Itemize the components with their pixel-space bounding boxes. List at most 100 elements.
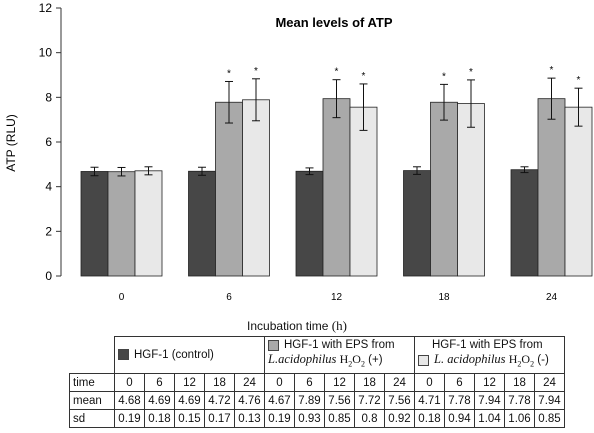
y-tick-label: 6 — [45, 135, 52, 149]
legend-label-h2o2-plus-line1: HGF-1 with EPS from — [284, 339, 395, 352]
x-axis-label: Incubation time (h) — [0, 318, 594, 334]
significance-marker: * — [469, 67, 473, 78]
legend-label-h2o2-minus-species: L. acidophilus — [434, 352, 506, 367]
bar — [188, 170, 216, 277]
bar — [430, 101, 458, 277]
table-cell: 18 — [354, 373, 385, 392]
table-cell: 0.8 — [354, 409, 385, 428]
legend-label-h2o2-plus-sign: (+) — [368, 354, 383, 367]
legend-table-body: time 0 6 12 18 24 0 6 12 18 24 0 6 12 18 24 mean 4.68 4.69… — [69, 373, 565, 428]
bar — [403, 170, 431, 277]
table-cell: 4.69 — [144, 391, 175, 410]
table-cell: 0.18 — [414, 409, 445, 428]
table-cell: 7.72 — [354, 391, 385, 410]
significance-marker: * — [442, 71, 446, 82]
table-cell: 0.94 — [444, 409, 475, 428]
x-tick-label: 0 — [119, 292, 125, 303]
chart-title: Mean levels of ATP — [275, 15, 392, 30]
table-cell: 4.76 — [234, 391, 265, 410]
legend-label-control: HGF-1 (control) — [134, 349, 214, 361]
bar — [215, 101, 243, 277]
significance-marker: * — [550, 65, 554, 76]
y-tick-label: 12 — [39, 1, 53, 15]
table-cell: 7.78 — [504, 391, 535, 410]
bar — [80, 171, 109, 277]
table-cell: 6 — [444, 373, 475, 392]
bar-series: * * * * * * * * — [80, 65, 593, 277]
x-axis-label-text: Incubation time — [247, 319, 329, 333]
legend-swatch-h2o2-minus — [418, 354, 429, 366]
significance-marker: * — [227, 68, 231, 79]
table-cell: 0.92 — [384, 409, 415, 428]
bar — [564, 106, 593, 277]
table-cell: 0 — [114, 373, 145, 392]
legend-group-control: HGF-1 (control) — [114, 336, 265, 374]
table-cell: 18 — [204, 373, 235, 392]
legend-group-h2o2-minus: HGF-1 with EPS from L. acidophilus H2O2 … — [414, 336, 565, 374]
table-cell: 0.93 — [294, 409, 325, 428]
table-cell: 7.89 — [294, 391, 325, 410]
significance-marker: * — [254, 66, 258, 77]
table-cell: 0.13 — [234, 409, 265, 428]
table-cell: 6 — [294, 373, 325, 392]
legend-blank-cell — [69, 336, 115, 374]
table-cell: 24 — [384, 373, 415, 392]
table-row: time 0 6 12 18 24 0 6 12 18 24 0 6 12 18 24 — [69, 373, 565, 392]
legend-label-h2o2-minus-sign: (-) — [537, 354, 549, 367]
y-tick-label: 0 — [45, 269, 52, 283]
legend-group-h2o2-plus: HGF-1 with EPS from L.acidophilus H2O2 (… — [264, 336, 415, 374]
table-cell: 4.68 — [114, 391, 145, 410]
table-cell: 7.78 — [444, 391, 475, 410]
significance-marker: * — [362, 71, 366, 82]
table-cell: 0 — [414, 373, 445, 392]
legend-data-table: HGF-1 (control) HGF-1 with EPS from L.ac… — [69, 336, 565, 428]
y-axis-ticks: 0 2 4 6 8 10 12 — [39, 1, 61, 283]
x-tick-label: 24 — [546, 292, 558, 303]
table-cell: 0.85 — [324, 409, 355, 428]
y-tick-label: 10 — [39, 46, 53, 60]
x-tick-label: 6 — [226, 292, 232, 303]
table-cell: 0.19 — [114, 409, 145, 428]
y-tick-label: 8 — [45, 90, 52, 104]
bar — [242, 99, 270, 277]
y-tick-label: 4 — [45, 180, 52, 194]
table-cell: 4.67 — [264, 391, 295, 410]
bar — [457, 103, 485, 277]
table-cell: 0.17 — [204, 409, 235, 428]
table-cell: 12 — [474, 373, 505, 392]
bar — [295, 170, 324, 277]
row-label: mean — [69, 391, 115, 410]
table-cell: 12 — [324, 373, 355, 392]
bar — [134, 170, 163, 277]
x-axis-tick-labels: 0 6 12 18 24 — [119, 292, 558, 303]
legend-label-h2o2-minus-line1: HGF-1 with EPS from — [432, 339, 543, 352]
table-cell: 0.85 — [534, 409, 565, 428]
table-cell: 18 — [504, 373, 535, 392]
table-cell: 4.72 — [204, 391, 235, 410]
bar — [349, 106, 378, 277]
legend-label-h2o2-plus-species: L.acidophilus — [268, 352, 337, 367]
y-tick-label: 2 — [45, 224, 52, 238]
table-cell: 12 — [174, 373, 205, 392]
table-cell: 4.71 — [414, 391, 445, 410]
table-cell: 1.06 — [504, 409, 535, 428]
bar — [322, 98, 351, 277]
x-tick-label: 18 — [438, 292, 450, 303]
legend-swatch-h2o2-plus — [268, 339, 279, 351]
significance-marker: * — [577, 75, 581, 86]
table-cell: 24 — [534, 373, 565, 392]
table-cell: 4.69 — [174, 391, 205, 410]
table-row: mean 4.68 4.69 4.69 4.72 4.76 4.67 7.89 7.56 7.72… — [69, 391, 565, 410]
bar — [510, 169, 539, 277]
x-tick-label: 12 — [331, 292, 343, 303]
bar — [537, 98, 566, 277]
table-cell: 24 — [234, 373, 265, 392]
bar — [107, 171, 136, 277]
legend-label-h2o2-plus-chem: H2O2 — [339, 352, 365, 369]
table-cell: 7.94 — [474, 391, 505, 410]
legend-header-row: HGF-1 (control) HGF-1 with EPS from L.ac… — [69, 336, 565, 374]
table-cell: 0.19 — [264, 409, 295, 428]
table-cell: 7.56 — [324, 391, 355, 410]
x-axis-label-unit: (h) — [331, 318, 347, 333]
